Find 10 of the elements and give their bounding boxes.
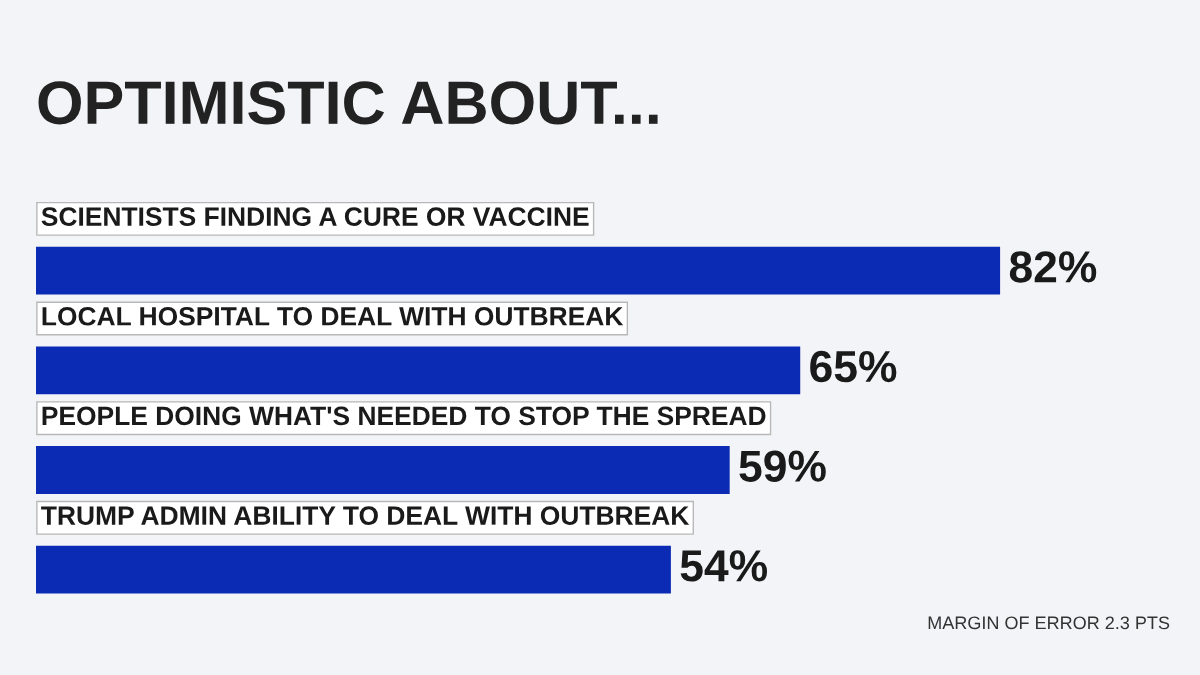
data-label: 65% [810, 350, 897, 383]
y-tick-label: SCIENTISTS FINDING A CURE OR VACCINE [41, 207, 589, 226]
data-label: 59% [739, 450, 826, 482]
y-tick-label: LOCAL HOSPITAL TO DEAL WITH OUTBREAK [42, 306, 624, 326]
data-label: 82% [1009, 251, 1097, 283]
text: MARGIN OF ERROR 2.3 PTS [928, 616, 1170, 630]
data-label: 54% [680, 550, 768, 582]
y-tick-label: TRUMP ADMIN ABILITY TO DEAL WITH OUTBREAK [41, 506, 690, 525]
y-tick-label: PEOPLE DOING WHAT'S NEEDED TO STOP THE SPREAD [42, 406, 766, 426]
chart-title: OPTIMISTIC ABOUT... [38, 81, 658, 125]
